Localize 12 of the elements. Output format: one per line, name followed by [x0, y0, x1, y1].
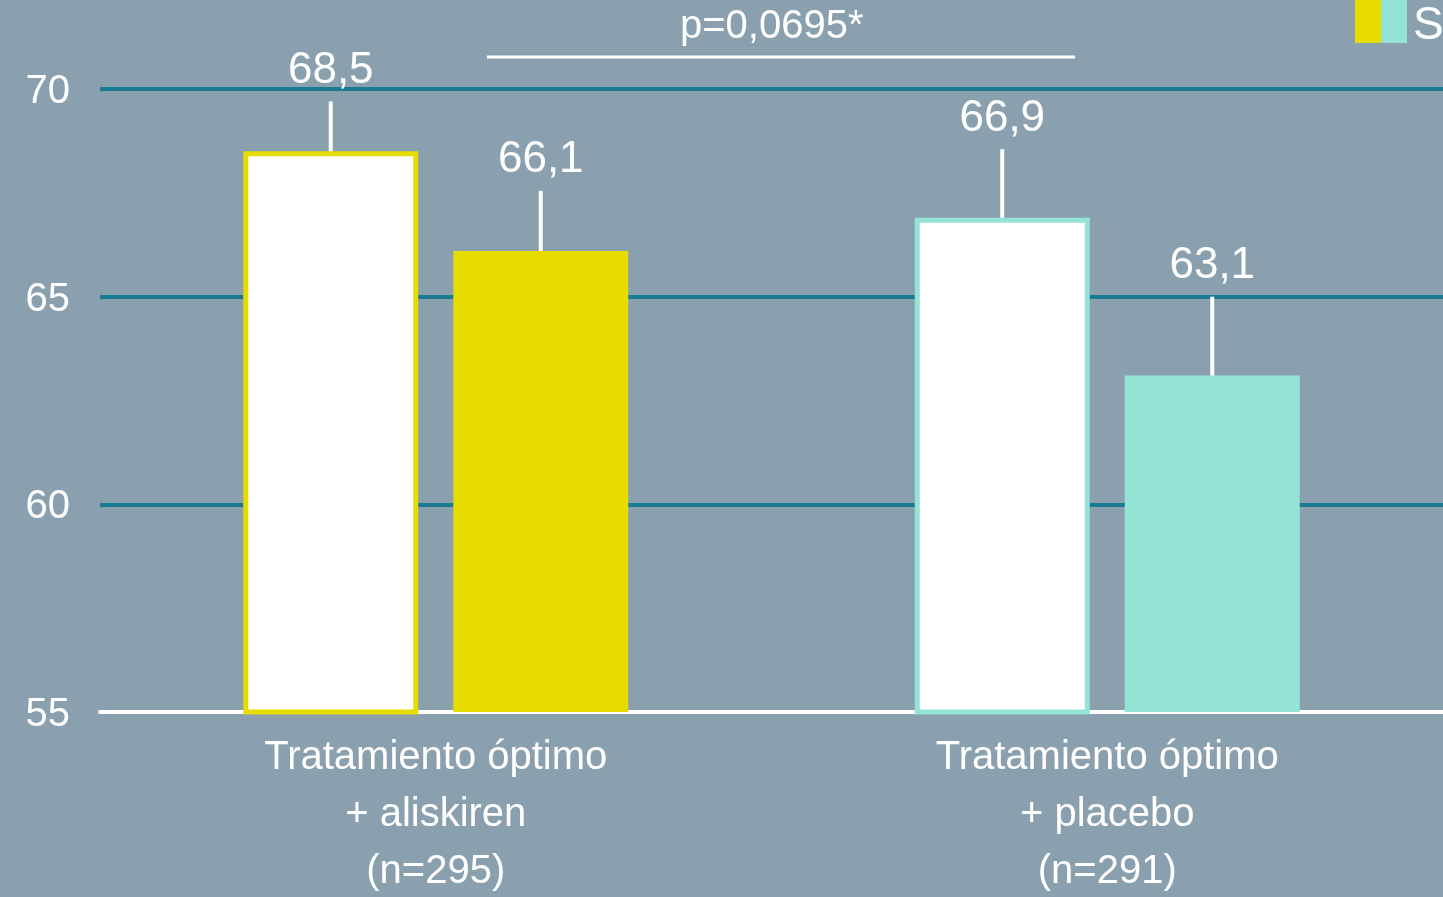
y-tick-label: 55	[25, 690, 70, 734]
data-label: 66,1	[497, 132, 584, 182]
y-tick-label: 60	[25, 482, 70, 527]
y-tick-label: 70	[25, 67, 70, 111]
y-tick-label: 65	[25, 274, 70, 319]
data-label: 68,5	[287, 42, 374, 92]
text: p=0,0695*	[680, 2, 864, 46]
x-tick-label: Tratamiento óptimo + aliskiren (n=295)	[264, 732, 608, 891]
data-label: 66,9	[959, 90, 1046, 140]
text: S	[1413, 0, 1443, 49]
data-label: 63,1	[1169, 238, 1256, 288]
x-tick-label: Tratamiento óptimo + placebo (n=291)	[935, 732, 1279, 891]
